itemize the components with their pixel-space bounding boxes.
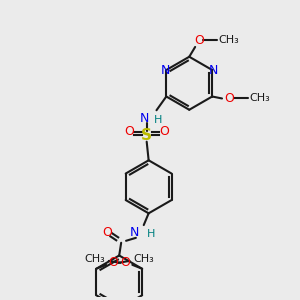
Text: O: O: [108, 256, 118, 269]
Text: O: O: [124, 125, 134, 138]
Text: N: N: [130, 226, 139, 239]
Text: O: O: [224, 92, 234, 105]
Text: CH₃: CH₃: [85, 254, 105, 264]
Text: O: O: [103, 226, 112, 239]
Text: O: O: [194, 34, 204, 46]
Text: H: H: [154, 115, 162, 125]
Text: N: N: [160, 64, 170, 76]
Text: H: H: [147, 229, 155, 239]
Text: S: S: [141, 128, 152, 143]
Text: N: N: [208, 64, 218, 76]
Text: CH₃: CH₃: [249, 94, 270, 103]
Text: CH₃: CH₃: [218, 35, 239, 45]
Text: N: N: [139, 112, 148, 124]
Text: O: O: [159, 125, 169, 138]
Text: O: O: [121, 256, 130, 269]
Text: CH₃: CH₃: [133, 254, 154, 264]
